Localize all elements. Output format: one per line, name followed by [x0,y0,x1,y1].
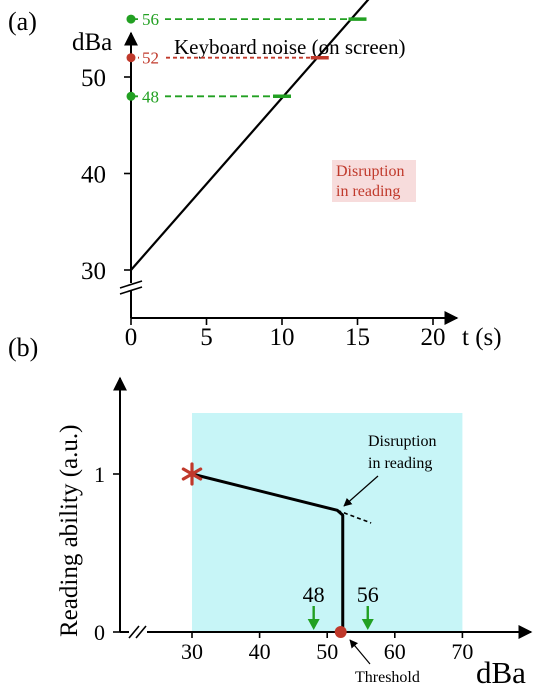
panel-a-x-tick-label: 5 [200,324,213,351]
reading-ability-curve [191,472,345,632]
marker-56-label: 56 [142,10,159,29]
marker-52-dot [126,53,136,63]
panel-a-y-tick-label: 40 [81,162,106,189]
panel-b-y-tick-label: 0 [94,620,105,645]
panel-a-axis-break-mark [119,280,143,289]
panel-b-x-tick-label: 40 [249,639,271,664]
down-arrow-icon [361,619,374,630]
marker-48-label-bg [139,87,165,106]
panel-b-axis-break-mark [128,625,140,639]
marker-52-label: 52 [142,49,159,68]
arrow-label-56: 56 [357,582,379,607]
panel-a-title: Keyboard noise (on screen) [174,35,406,59]
threshold-dot [334,626,347,638]
marker-48-label: 48 [142,87,159,106]
panel-b-label: (b) [8,333,38,362]
panel-b-x-tick-label: 50 [316,639,338,664]
shaded-region [192,413,463,632]
threshold-label: Threshold [355,669,420,686]
panel-b: (b) 0 1 30 40 50 60 70 48 56 Reading ability (a… [8,333,533,690]
panel-a-xlabel: t (s) [462,324,502,351]
disruption-annotation-line1: Disruption [336,163,404,180]
panel-a: (a) Keyboard noise (on screen) dBa t (s)… [8,0,502,351]
panel-a-x-tick-label: 10 [270,324,295,351]
panel-a-x-tick-label: 15 [345,324,370,351]
panel-b-ylabel: Reading ability (a.u.) [56,425,83,637]
extrapolation-line [337,509,372,524]
panel-b-xlabel: dBa [476,655,526,690]
panel-b-x-tick-label: 70 [451,639,473,664]
panel-b-annotation-line1: Disruption [368,433,436,450]
noise-line [130,0,370,271]
panel-b-x-tick-label: 30 [181,639,203,664]
marker-52-label-bg [139,48,165,67]
panel-a-ylabel: dBa [72,29,112,56]
panel-a-x-tick-label: 0 [125,324,138,351]
panel-a-y-tick-label: 50 [81,65,106,92]
panel-b-x-tick-label: 60 [384,639,406,664]
start-asterisk-icon [181,462,203,486]
panel-b-annotation-arrow [343,475,379,507]
marker-56-label-bg [139,10,165,29]
panel-b-y-tick-label: 1 [94,462,105,487]
marker-48-dot [126,91,136,101]
panel-a-axis-break-mark [119,286,143,295]
panel-a-axis-break-gap [121,283,141,291]
panel-a-y-tick-label: 30 [81,258,106,285]
down-arrow-icon [307,619,320,630]
panel-a-label: (a) [8,7,37,36]
panel-b-axis-break-mark [135,625,147,639]
marker-56-dot [126,14,136,24]
arrow-label-48: 48 [303,582,325,607]
panel-b-annotation-line2: in reading [368,455,432,472]
disruption-annotation-line2: in reading [336,183,400,200]
panel-a-x-tick-label: 20 [421,324,446,351]
threshold-arrow [349,639,371,665]
disruption-annotation-box [332,160,416,202]
